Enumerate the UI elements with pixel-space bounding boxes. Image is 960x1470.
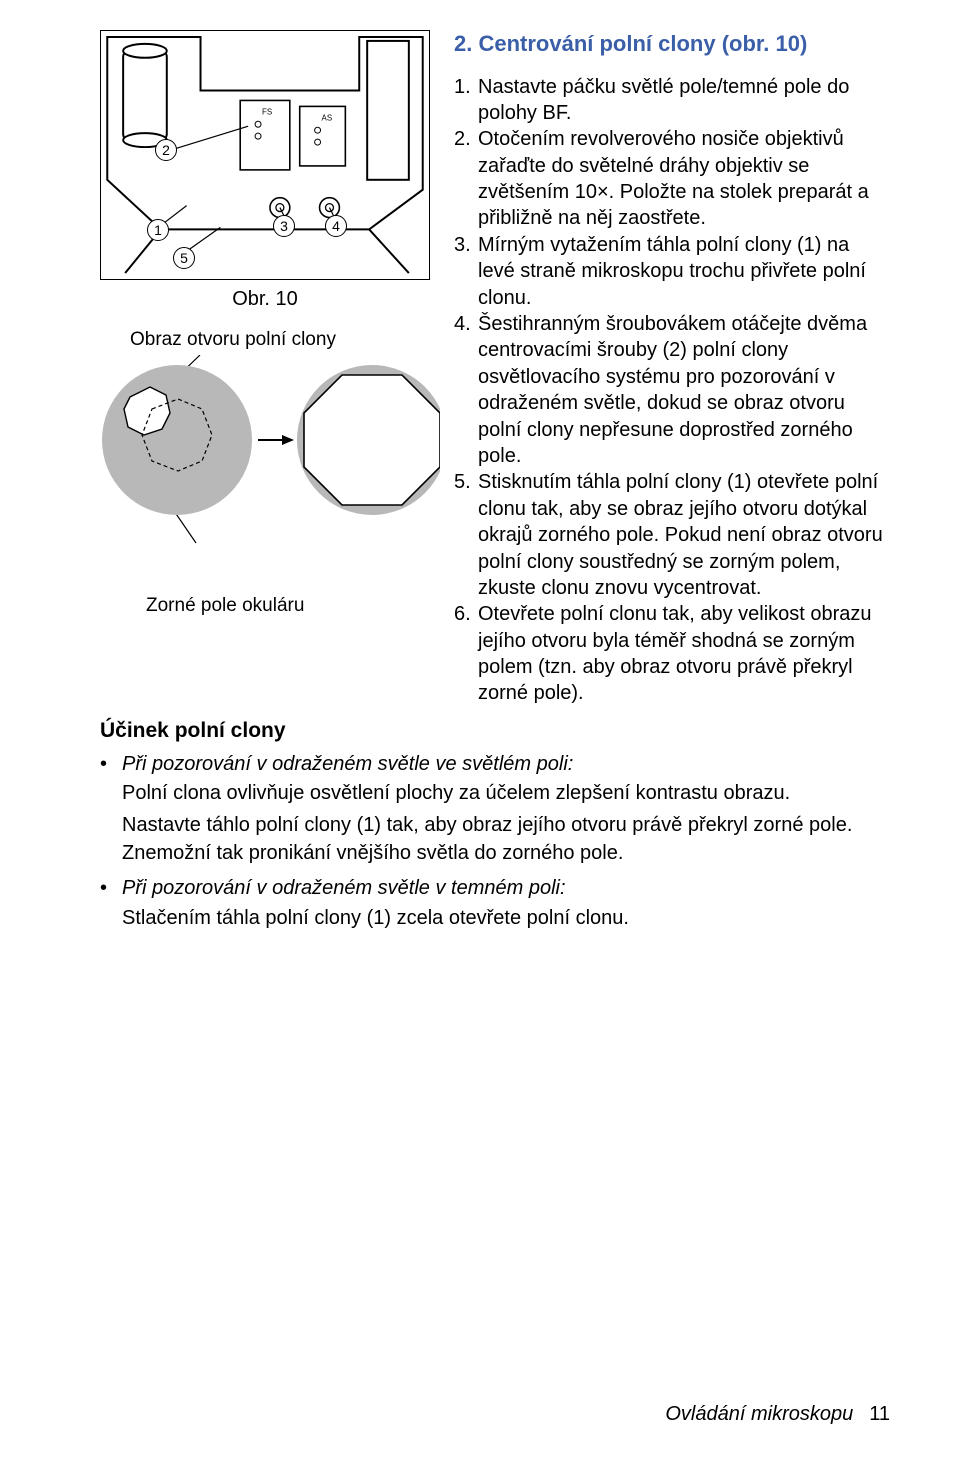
bullet-marker: • <box>100 875 122 936</box>
bullet-para: Stlačením táhla polní clony (1) zcela ot… <box>122 905 890 933</box>
left-column: FS AS 1 2 3 4 5 Obr. 10 Obraz otvoru pol… <box>100 30 430 707</box>
footer-section: Ovládání mikroskopu <box>665 1403 853 1425</box>
bullet-para: Nastavte táhlo polní clony (1) tak, aby … <box>122 812 890 867</box>
callout-3: 3 <box>273 215 295 237</box>
step-item: 3.Mírným vytažením táhla polní clony (1)… <box>454 232 890 311</box>
bullet-item: • Při pozorování v odraženém světle v te… <box>100 875 890 936</box>
callout-5: 5 <box>173 247 195 269</box>
bullet-para: Polní clona ovlivňuje osvětlení plochy z… <box>122 780 890 808</box>
bullet-title: Při pozorování v odraženém světle v temn… <box>122 875 890 903</box>
footer-page-number: 11 <box>869 1403 890 1425</box>
effect-subhead: Účinek polní clony <box>100 719 890 743</box>
step-item: 6.Otevřete polní clonu tak, aby velikost… <box>454 601 890 707</box>
step-number: 1. <box>454 74 478 127</box>
fov-diagram-svg <box>100 355 440 545</box>
diagram-label-top: Obraz otvoru polní clony <box>130 329 430 351</box>
callout-2: 2 <box>155 139 177 161</box>
step-text: Otočením revolverového nosiče objektivů … <box>478 126 890 232</box>
step-number: 2. <box>454 126 478 232</box>
diagram-circles <box>100 355 430 535</box>
bullet-title: Při pozorování v odraženém světle ve svě… <box>122 751 890 779</box>
step-text: Otevřete polní clonu tak, aby velikost o… <box>478 601 890 707</box>
figure-10: FS AS 1 2 3 4 5 <box>100 30 430 280</box>
step-number: 3. <box>454 232 478 311</box>
callout-4: 4 <box>325 215 347 237</box>
step-item: 4.Šestihranným šroubovákem otáčejte dvěm… <box>454 311 890 469</box>
steps-list: 1.Nastavte páčku světlé pole/temné pole … <box>454 74 890 707</box>
svg-text:AS: AS <box>322 113 333 122</box>
callout-1: 1 <box>147 219 169 241</box>
bullet-marker: • <box>100 751 122 871</box>
step-number: 4. <box>454 311 478 469</box>
step-text: Mírným vytažením táhla polní clony (1) n… <box>478 232 890 311</box>
page-footer: Ovládání mikroskopu 11 <box>665 1403 890 1426</box>
step-number: 5. <box>454 469 478 601</box>
right-column: 2. Centrování polní clony (obr. 10) 1.Na… <box>454 30 890 707</box>
step-item: 5.Stisknutím táhla polní clony (1) otevř… <box>454 469 890 601</box>
microscope-schematic-svg: FS AS <box>101 31 429 279</box>
figure-caption: Obr. 10 <box>100 288 430 311</box>
section-heading: 2. Centrování polní clony (obr. 10) <box>454 30 890 58</box>
svg-text:FS: FS <box>262 107 272 116</box>
effect-bullets: • Při pozorování v odraženém světle ve s… <box>100 751 890 937</box>
step-text: Šestihranným šroubovákem otáčejte dvěma … <box>478 311 890 469</box>
step-item: 2.Otočením revolverového nosiče objektiv… <box>454 126 890 232</box>
step-number: 6. <box>454 601 478 707</box>
step-text: Nastavte páčku světlé pole/temné pole do… <box>478 74 890 127</box>
step-text: Stisknutím táhla polní clony (1) otevřet… <box>478 469 890 601</box>
step-item: 1.Nastavte páčku světlé pole/temné pole … <box>454 74 890 127</box>
diagram-label-bottom: Zorné pole okuláru <box>146 595 430 617</box>
bullet-item: • Při pozorování v odraženém světle ve s… <box>100 751 890 871</box>
